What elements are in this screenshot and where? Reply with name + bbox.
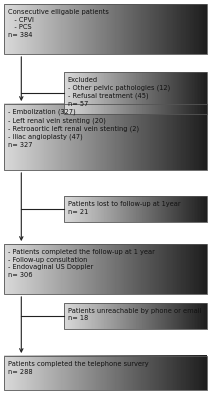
Text: Excluded
- Other pelvic pathologies (12)
- Refusal treatment (45)
n= 57: Excluded - Other pelvic pathologies (12)… xyxy=(68,77,170,107)
Bar xyxy=(64,303,207,329)
Bar xyxy=(4,104,207,170)
Text: - Patients completed the follow-up at 1 year
- Follow-up consultation
- Endovagi: - Patients completed the follow-up at 1 … xyxy=(8,249,155,278)
Bar xyxy=(4,356,207,390)
Text: Patients completed the telephone survery
n= 288: Patients completed the telephone survery… xyxy=(8,361,149,374)
Text: Consecutive elligable patients
   - CPVI
   - PCS
n= 384: Consecutive elligable patients - CPVI - … xyxy=(8,9,109,38)
Bar xyxy=(64,72,207,114)
Bar xyxy=(4,4,207,54)
Text: Patients lost to follow-up at 1year
n= 21: Patients lost to follow-up at 1year n= 2… xyxy=(68,201,180,214)
Text: Patients unreachable by phone or email
n= 18: Patients unreachable by phone or email n… xyxy=(68,308,201,321)
Bar xyxy=(4,244,207,294)
Text: - Embolization (327)
- Left renal vein stenting (20)
- Retroaortic left renal ve: - Embolization (327) - Left renal vein s… xyxy=(8,109,139,148)
Bar xyxy=(64,196,207,222)
